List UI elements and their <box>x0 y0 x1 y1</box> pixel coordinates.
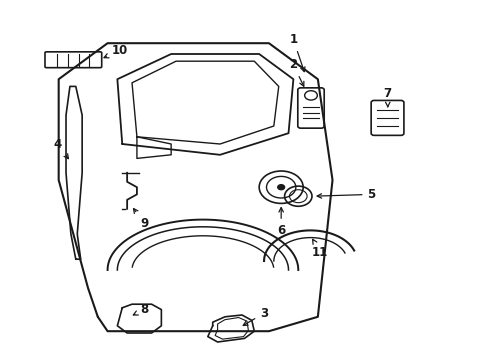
Text: 6: 6 <box>277 208 285 237</box>
Text: 8: 8 <box>133 303 148 316</box>
Circle shape <box>277 185 284 190</box>
Text: 5: 5 <box>317 188 375 201</box>
Text: 11: 11 <box>311 239 328 258</box>
Text: 10: 10 <box>104 44 128 58</box>
Text: 4: 4 <box>54 138 68 159</box>
Text: 9: 9 <box>133 208 148 230</box>
Text: 7: 7 <box>383 87 391 107</box>
Text: 3: 3 <box>243 307 267 325</box>
Text: 1: 1 <box>289 33 305 72</box>
Text: 2: 2 <box>289 58 303 86</box>
